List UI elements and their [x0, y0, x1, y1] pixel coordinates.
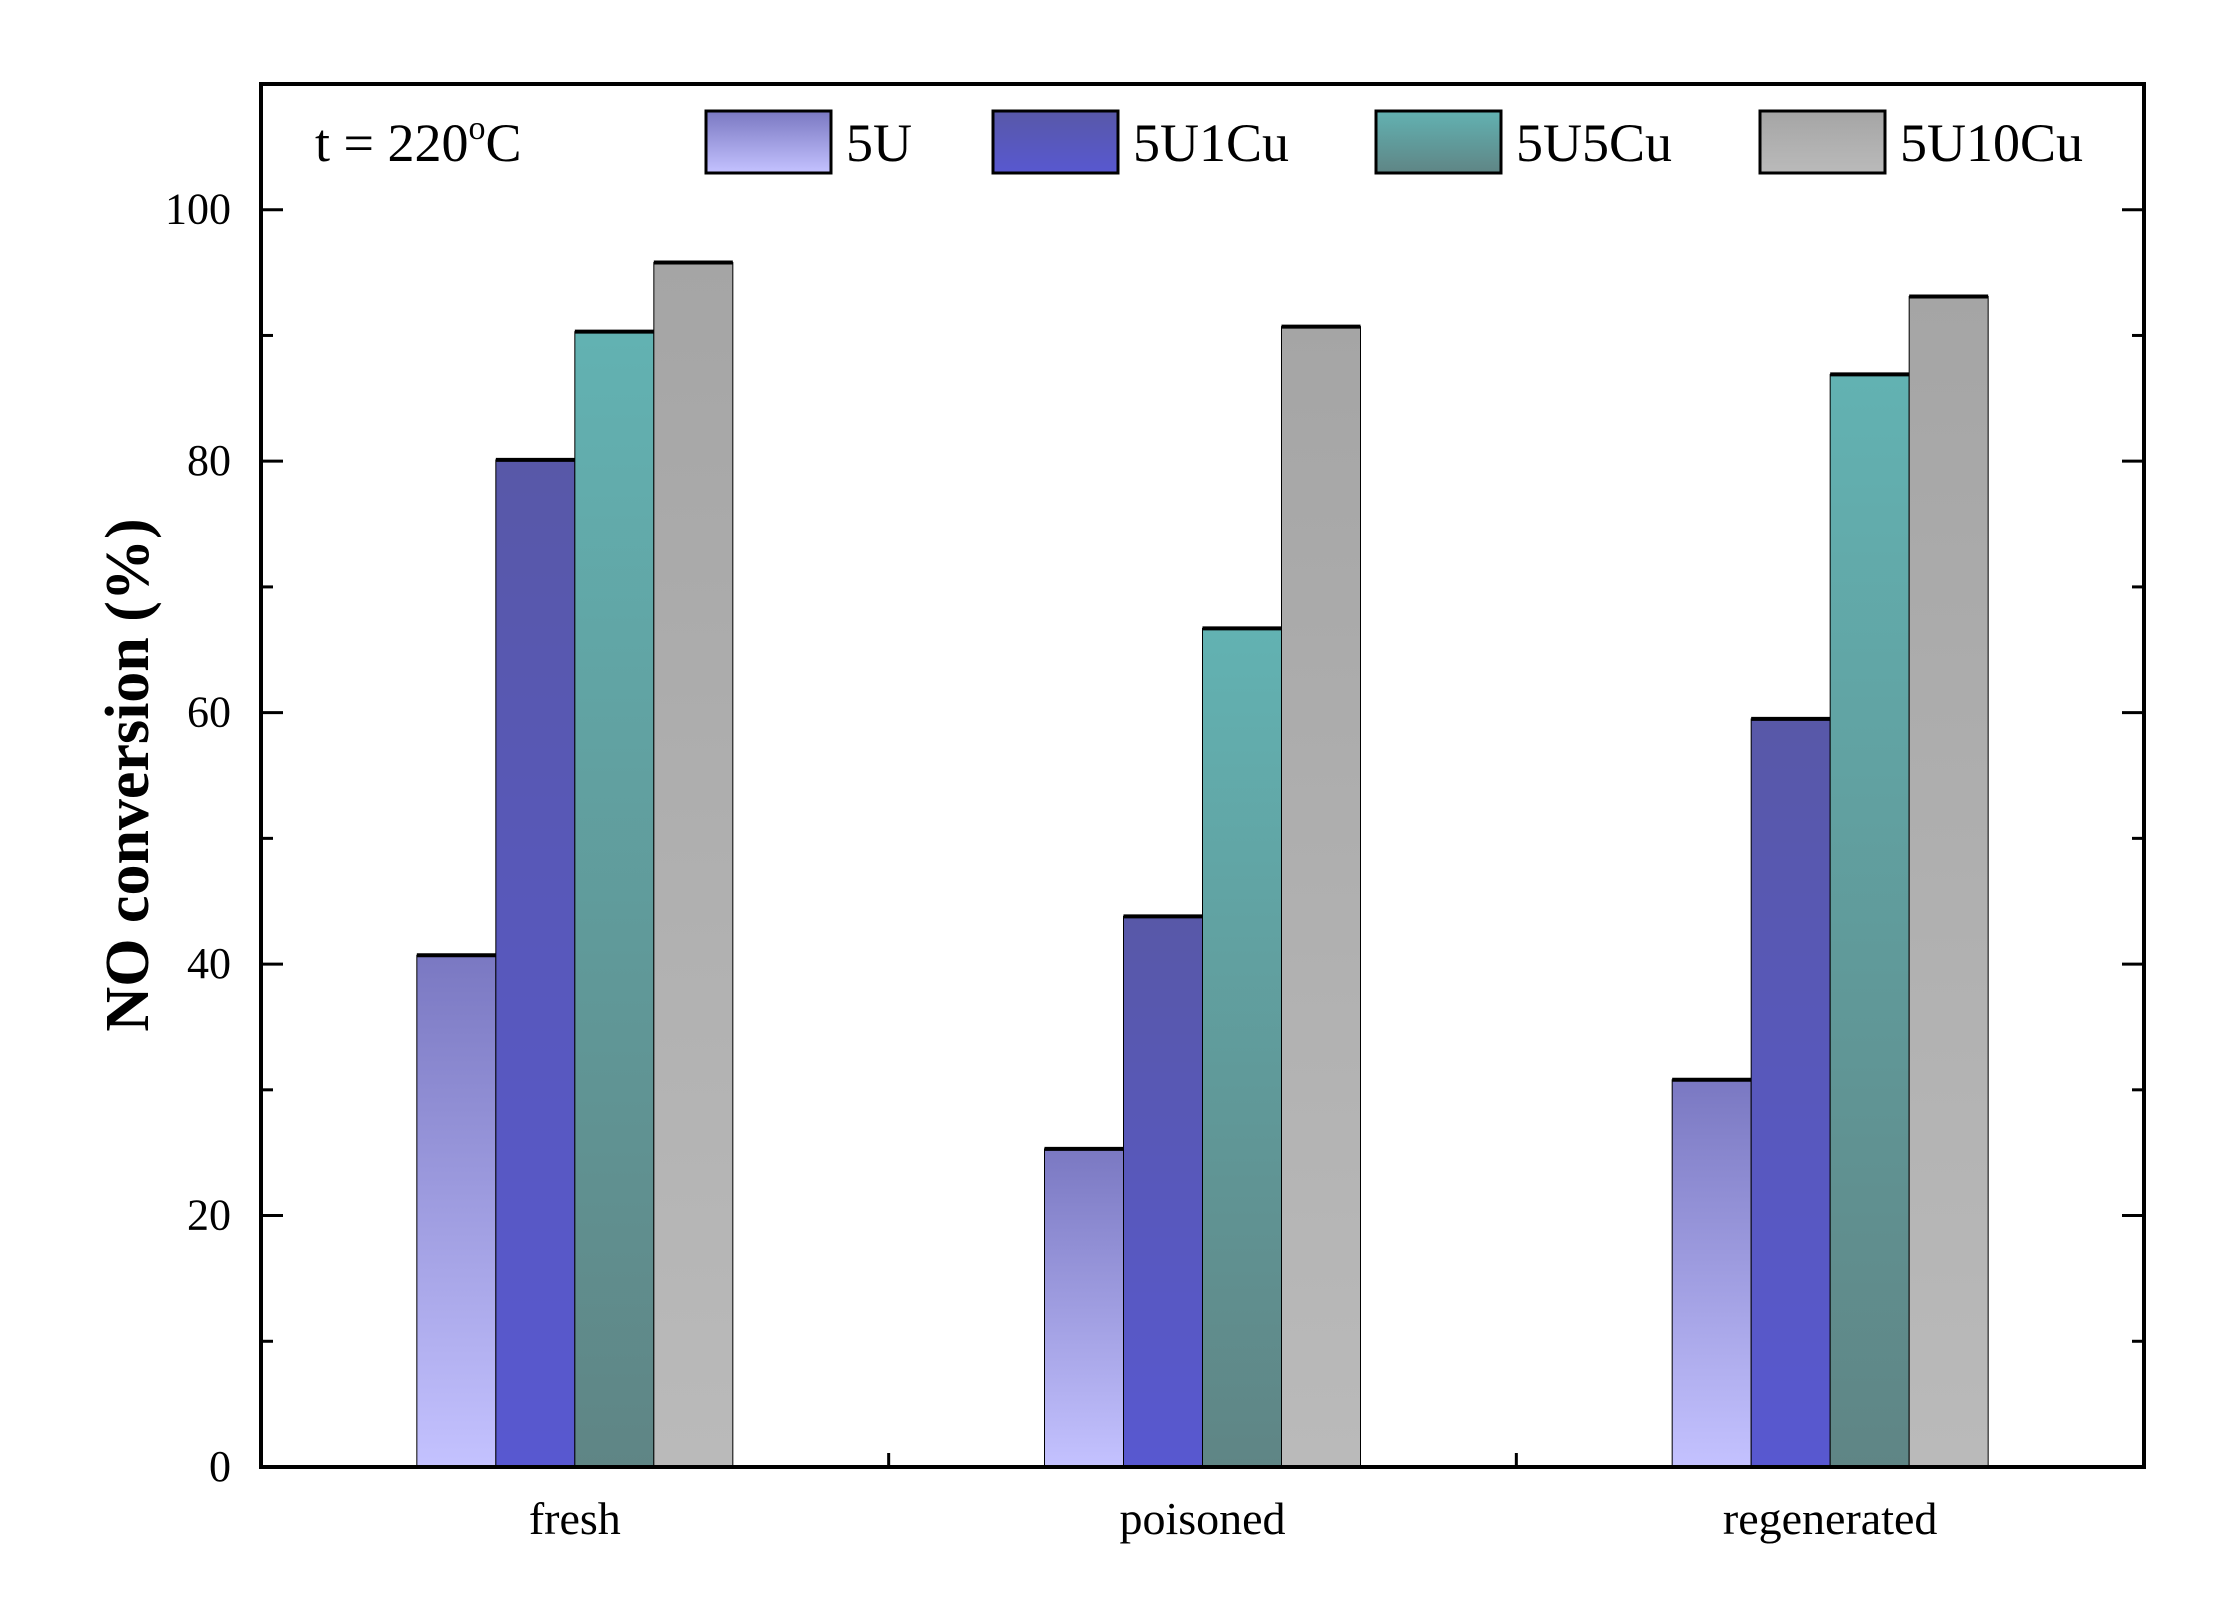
bar-5U10Cu-poisoned — [1281, 326, 1361, 1468]
category-label-fresh: fresh — [529, 1493, 621, 1544]
bar-5U-poisoned — [1044, 1148, 1124, 1468]
bar-5U10Cu-fresh — [653, 262, 734, 1468]
bar-5U10Cu-regenerated — [1908, 295, 1989, 1468]
bar-5U1Cu-regenerated — [1750, 718, 1831, 1468]
legend-label-5U: 5U — [846, 113, 912, 173]
legend-swatch-5U1Cu — [991, 109, 1120, 175]
y-axis-label: NO conversion (%) — [94, 518, 162, 1031]
y-tick-label: 40 — [187, 939, 231, 988]
temperature-annotation: t = 220oC — [315, 110, 522, 173]
y-tick-label: 0 — [209, 1442, 231, 1491]
bar-5U5Cu-regenerated — [1829, 373, 1910, 1468]
y-tick-label: 80 — [187, 436, 231, 485]
bar-5U1Cu-fresh — [495, 459, 576, 1468]
legend-swatch-5U — [704, 109, 833, 175]
plot-frame — [259, 82, 2146, 1469]
bar-5U-fresh — [416, 954, 497, 1468]
bar-5U5Cu-fresh — [574, 331, 655, 1468]
y-tick-label: 60 — [187, 688, 231, 737]
bar-5U5Cu-poisoned — [1202, 627, 1282, 1468]
ticks-layer: fresh poisoned regenerated 0 20 40 60 80 100 — [165, 82, 2144, 1544]
bars-layer — [416, 260, 1989, 1468]
bar-5U-regenerated — [1671, 1079, 1752, 1468]
legend-label-5U10Cu: 5U10Cu — [1900, 113, 2083, 173]
y-tick-label: 100 — [165, 185, 231, 234]
legend-swatch-5U5Cu — [1374, 109, 1503, 175]
legend-label-5U5Cu: 5U5Cu — [1516, 113, 1672, 173]
legend-swatch-5U10Cu — [1758, 109, 1887, 175]
legend-label-5U1Cu: 5U1Cu — [1133, 113, 1289, 173]
category-label-regenerated: regenerated — [1723, 1493, 1938, 1544]
bar-5U1Cu-poisoned — [1123, 915, 1203, 1468]
legend: 5U 5U1Cu 5U5Cu 5U10Cu — [704, 109, 2083, 175]
category-label-poisoned: poisoned — [1119, 1493, 1285, 1544]
y-tick-label: 20 — [187, 1191, 231, 1240]
